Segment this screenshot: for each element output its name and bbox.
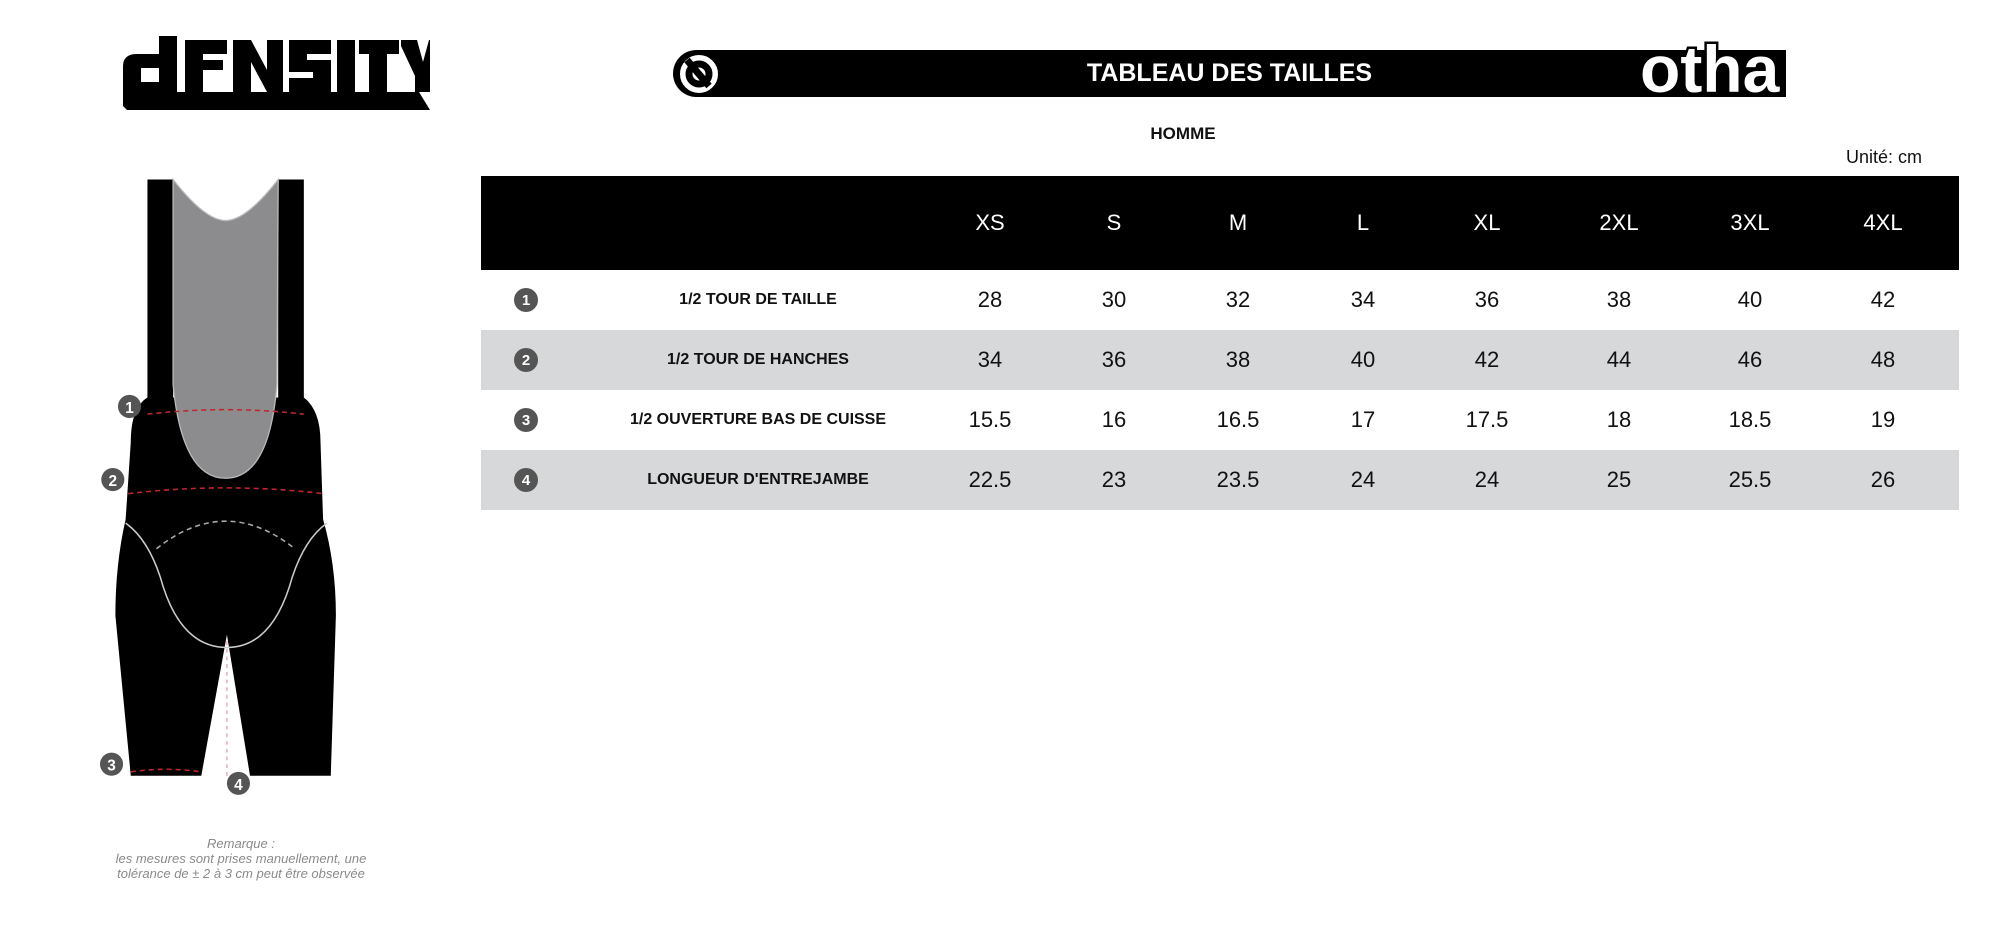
title-bar: TABLEAU DES TAILLES [673, 50, 1786, 97]
size-header: M [1228, 210, 1248, 235]
measurement-value: 17 [1350, 407, 1376, 432]
measurement-value: 38 [1606, 287, 1632, 312]
remark-note: Remarque : les mesures sont prises manue… [91, 836, 391, 881]
measurement-value: 23 [1101, 467, 1127, 492]
row-number: 2 [514, 330, 538, 390]
table-row: 4 LONGUEUR D'ENTREJAMBE 22.5 23 23.5 24 24 25 25… [481, 450, 1959, 510]
measurement-value: 32 [1225, 287, 1251, 312]
measurement-label: LONGUEUR D'ENTREJAMBE [647, 471, 869, 488]
page-title: TABLEAU DES TAILLES [1086, 59, 1373, 87]
table-row: 3 1/2 OUVERTURE BAS DE CUISSE 15.5 16 16.5 17… [481, 390, 1959, 450]
marker-3-icon: 3 [100, 752, 124, 776]
measurement-value: 46 [1737, 347, 1763, 372]
measurement-value: 24 [1474, 467, 1500, 492]
measurement-value: 18 [1606, 407, 1632, 432]
measurement-value: 17.5 [1465, 407, 1509, 432]
measurement-value: 24 [1350, 467, 1376, 492]
marker-4-icon: 4 [226, 771, 250, 795]
measurement-value: 36 [1101, 347, 1127, 372]
measurement-value: 18.5 [1728, 407, 1772, 432]
svg-text:4: 4 [234, 777, 243, 794]
measurement-value: 15.5 [968, 407, 1012, 432]
measurement-value: 34 [1350, 287, 1376, 312]
measurement-value: 38 [1225, 347, 1251, 372]
number-badge-icon: 1 [514, 288, 538, 312]
table-header: XS S M L XL 2XL 3XL 4XL [481, 176, 1959, 270]
measurement-value: 44 [1606, 347, 1632, 372]
measurement-value: 40 [1350, 347, 1376, 372]
measurement-value: 42 [1474, 347, 1500, 372]
measurement-value: 25 [1606, 467, 1632, 492]
size-header: S [1106, 210, 1122, 235]
measurement-value: 22.5 [968, 467, 1012, 492]
measurement-value: 16.5 [1216, 407, 1260, 432]
otha-symbol-icon [676, 51, 722, 97]
measurement-value: 19 [1870, 407, 1896, 432]
svg-text:3: 3 [107, 758, 116, 775]
measurement-label: 1/2 OUVERTURE BAS DE CUISSE [629, 411, 887, 428]
size-header: L [1356, 210, 1370, 235]
size-header: 4XL [1863, 210, 1903, 235]
measurement-label: 1/2 TOUR DE HANCHES [667, 351, 849, 368]
number-badge-icon: 3 [514, 408, 538, 432]
measurement-value: 40 [1737, 287, 1763, 312]
table-row: 1 1/2 TOUR DE TAILLE 28 30 32 34 36 38 40 42 [481, 270, 1959, 330]
bib-panel [172, 177, 279, 479]
measurement-label: 1/2 TOUR DE TAILLE [679, 291, 837, 308]
measurement-value: 28 [977, 287, 1003, 312]
row-number: 3 [514, 390, 538, 450]
size-header: 2XL [1599, 210, 1639, 235]
size-header: XS [975, 210, 1005, 235]
measurement-value: 23.5 [1216, 467, 1260, 492]
size-table: XS S M L XL 2XL 3XL 4XL 1 1/2 TOUR DE TAI… [481, 176, 1959, 510]
measurement-value: 30 [1101, 287, 1127, 312]
gender-label: HOMME [1150, 124, 1216, 143]
marker-2-icon: 2 [101, 468, 125, 492]
otha-logo: otha [1638, 30, 1783, 100]
measurement-value: 16 [1101, 407, 1127, 432]
measurement-value: 26 [1870, 467, 1896, 492]
measurement-value: 25.5 [1728, 467, 1772, 492]
size-header: XL [1473, 210, 1501, 235]
measurement-value: 34 [977, 347, 1003, 372]
number-badge-icon: 4 [514, 468, 538, 492]
marker-1-icon: 1 [117, 394, 142, 418]
svg-text:otha: otha [1640, 32, 1781, 100]
density-logo [123, 36, 430, 110]
measurement-value: 36 [1474, 287, 1500, 312]
remark-line: les mesures sont prises manuellement, un… [115, 851, 367, 866]
bib-body [115, 179, 336, 776]
unit-label: Unité: cm [1845, 147, 1922, 167]
size-header: 3XL [1730, 210, 1770, 235]
measurement-value: 42 [1870, 287, 1896, 312]
svg-text:1: 1 [125, 400, 134, 417]
number-badge-icon: 2 [514, 348, 538, 372]
row-number: 4 [514, 450, 538, 510]
table-row: 2 1/2 TOUR DE HANCHES 34 36 38 40 42 44 46 48 [481, 330, 1959, 390]
svg-text:2: 2 [109, 473, 118, 490]
row-number: 1 [514, 270, 538, 330]
remark-line: tolérance de ± 2 à 3 cm peut être observ… [117, 866, 365, 881]
measurement-value: 48 [1870, 347, 1896, 372]
remark-title: Remarque : [207, 836, 275, 851]
